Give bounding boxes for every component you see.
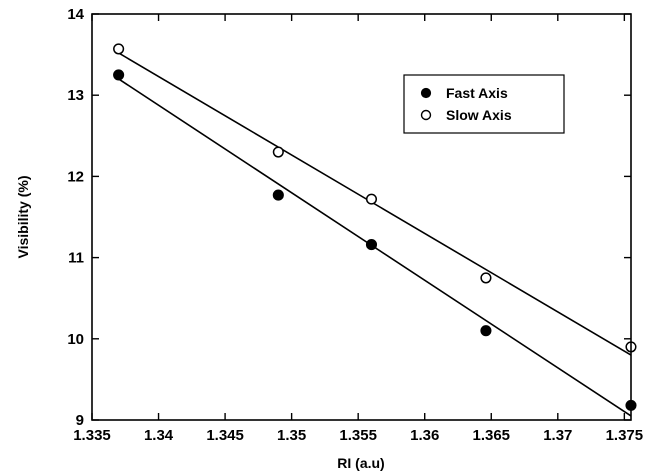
legend-box bbox=[403, 74, 565, 134]
x-tick-label: 1.35 bbox=[277, 427, 306, 444]
x-tick-label: 1.335 bbox=[73, 427, 111, 444]
point-fast-axis bbox=[272, 189, 284, 201]
point-slow-axis bbox=[365, 193, 378, 205]
y-tick-label: 11 bbox=[68, 250, 84, 267]
x-tick-label: 1.375 bbox=[606, 427, 644, 444]
x-tick-label: 1.345 bbox=[206, 427, 244, 444]
y-axis-ticks: 9 10 11 12 13 14 bbox=[67, 6, 631, 429]
y-tick-label: 10 bbox=[67, 331, 84, 348]
point-slow-axis bbox=[272, 146, 284, 158]
legend-marker-fast-axis bbox=[420, 87, 432, 99]
x-tick-label: 1.355 bbox=[339, 427, 377, 444]
point-slow-axis bbox=[480, 272, 492, 284]
y-tick-label: 14 bbox=[67, 6, 84, 23]
x-tick-label: 1.36 bbox=[410, 427, 439, 444]
legend: Fast Axis Slow Axis bbox=[403, 74, 565, 134]
legend-marker-slow-axis bbox=[420, 109, 432, 121]
x-tick-label: 1.365 bbox=[472, 427, 510, 444]
x-axis-ticks: 1.335 1.34 1.345 1.35 1.355 1.36 1.365 1.37 1.37… bbox=[73, 14, 643, 444]
data-points bbox=[113, 43, 637, 411]
legend-label-slow-axis: Slow Axis bbox=[446, 107, 512, 123]
y-axis-title: Visibility (%) bbox=[15, 176, 31, 259]
point-fast-axis bbox=[365, 239, 378, 251]
plot-frame bbox=[91, 13, 632, 421]
fit-line-slow-axis bbox=[118, 52, 632, 356]
point-fast-axis bbox=[113, 69, 125, 81]
x-axis-title: RI (a.u) bbox=[337, 455, 384, 471]
y-tick-label: 9 bbox=[76, 412, 84, 429]
y-tick-label: 12 bbox=[67, 168, 84, 185]
x-tick-label: 1.37 bbox=[543, 427, 572, 444]
point-fast-axis bbox=[480, 325, 492, 337]
x-tick-label: 1.34 bbox=[144, 427, 174, 444]
point-slow-axis bbox=[113, 43, 125, 55]
legend-label-fast-axis: Fast Axis bbox=[446, 85, 508, 101]
y-tick-label: 13 bbox=[67, 87, 84, 104]
